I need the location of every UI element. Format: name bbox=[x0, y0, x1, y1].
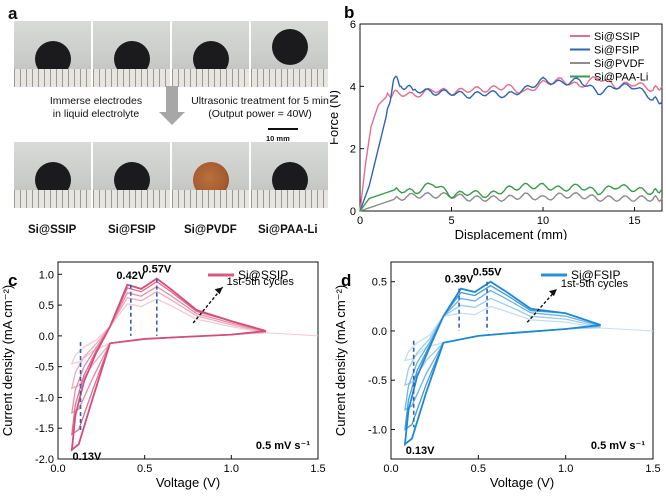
series-line-si-ssip bbox=[359, 76, 663, 212]
y-tick-label: 0.5 bbox=[372, 277, 387, 289]
cv-cycle-3 bbox=[71, 285, 267, 415]
x-tick-label: 0.5 bbox=[471, 463, 486, 475]
x-axis-label: Voltage (V) bbox=[156, 475, 220, 490]
cv-ssip-chart: c 0.0 0.5 1.0 1.5 -2.0 -1.5 -1.0 -0.5 0.0 0.5 1.0 V… bbox=[0, 261, 326, 490]
photo-pvdf-after bbox=[172, 142, 249, 208]
x-tick-label: 0.0 bbox=[50, 463, 65, 475]
y-tick-label: -1.0 bbox=[368, 424, 387, 436]
plot-frame bbox=[390, 261, 654, 460]
cycles-arrow-head bbox=[214, 287, 223, 295]
scale-bar bbox=[268, 128, 298, 130]
y-tick-label: 4 bbox=[350, 81, 356, 93]
y-tick-label: 1.0 bbox=[39, 269, 54, 281]
y-tick-label: 6 bbox=[350, 19, 356, 31]
peak-label: 0.39V bbox=[445, 274, 474, 286]
cycles-arrow bbox=[526, 288, 558, 323]
cv-fsip-chart: d 0.0 0.5 1.0 1.5 -1.0 -0.5 0.0 0.5 Voltage (V) C… bbox=[333, 261, 661, 490]
legend-entry: Si@FSIP bbox=[594, 45, 639, 57]
panel-d-letter: d bbox=[341, 271, 351, 290]
peak-label: 0.42V bbox=[116, 270, 145, 282]
process-arrow bbox=[166, 86, 178, 114]
y-tick-label: 0.0 bbox=[39, 331, 54, 343]
cycles-arrow-head bbox=[548, 289, 557, 297]
y-tick-label: 0.0 bbox=[372, 326, 387, 338]
photo-fsip-before bbox=[93, 21, 170, 87]
note-immerse: Immerse electrodes in liquid electrolyte bbox=[49, 95, 143, 120]
legend-entry: Si@FSIP bbox=[571, 268, 621, 282]
y-axis-label: Force (N) bbox=[330, 90, 341, 145]
force-displacement-chart: b 0 5 10 15 0 2 4 6 Displacement (mm) Force (N) Si… bbox=[330, 3, 663, 240]
cv-cycle-3 bbox=[404, 289, 601, 411]
x-tick-label: 15 bbox=[628, 215, 640, 227]
x-tick-label: 1.5 bbox=[645, 463, 660, 475]
process-arrow-head bbox=[159, 112, 185, 125]
photo-fsip-after bbox=[93, 142, 170, 208]
panel-c-letter: c bbox=[8, 271, 17, 290]
series-line-si-fsip bbox=[359, 75, 663, 212]
x-tick-label: 10 bbox=[537, 215, 549, 227]
label-fsip: Si@FSIP bbox=[108, 224, 156, 236]
photo-ssip-before bbox=[14, 21, 91, 87]
series-line-si-paa-li bbox=[359, 182, 663, 212]
series-line-si-pvdf bbox=[359, 191, 663, 212]
cycles-arrow bbox=[192, 286, 224, 324]
x-tick-label: 0.0 bbox=[383, 463, 398, 475]
scan-rate: 0.5 mV s⁻¹ bbox=[256, 440, 310, 452]
peak-label: 0.55V bbox=[473, 267, 502, 279]
x-axis-label: Displacement (mm) bbox=[455, 227, 568, 240]
x-tick-label: 1.0 bbox=[224, 463, 239, 475]
cv-tail bbox=[600, 327, 654, 332]
legend-entry: Si@SSIP bbox=[238, 268, 288, 282]
low-label: 0.13V bbox=[73, 451, 102, 463]
label-pvdf: Si@PVDF bbox=[184, 224, 237, 236]
y-tick-label: 0 bbox=[350, 206, 356, 218]
peak-label: 0.57V bbox=[142, 264, 171, 276]
photo-paa-after bbox=[251, 142, 328, 208]
photo-ssip-after bbox=[14, 142, 91, 208]
scale-bar-label: 10 mm bbox=[266, 134, 290, 143]
cycles-note: 1st-5th cycles bbox=[227, 276, 295, 288]
x-tick-label: 5 bbox=[448, 215, 454, 227]
x-tick-label: 1.0 bbox=[558, 463, 573, 475]
y-tick-label: 2 bbox=[350, 144, 356, 156]
plot-frame bbox=[359, 23, 663, 212]
note-ultrasonic: Ultrasonic treatment for 5 min (Output p… bbox=[191, 95, 329, 120]
y-axis-label: Current density (mA cm⁻²) bbox=[0, 285, 15, 436]
x-tick-label: 1.5 bbox=[310, 463, 325, 475]
cv-cycle-5 bbox=[403, 280, 601, 447]
y-tick-label: -2.0 bbox=[35, 454, 54, 466]
y-tick-label: -0.5 bbox=[35, 362, 54, 374]
photo-row-before bbox=[14, 21, 328, 87]
label-paa: Si@PAA-Li bbox=[258, 224, 318, 236]
legend-entry: Si@PVDF bbox=[594, 58, 645, 70]
y-tick-label: -1.0 bbox=[35, 392, 54, 404]
cv-tail bbox=[265, 332, 319, 337]
cycles-note: 1st-5th cycles bbox=[561, 278, 629, 290]
plot-frame bbox=[57, 261, 319, 460]
cv-cycle-4 bbox=[404, 284, 601, 431]
photo-pvdf-before bbox=[172, 21, 249, 87]
label-ssip: Si@SSIP bbox=[28, 224, 77, 236]
x-axis-label: Voltage (V) bbox=[490, 475, 554, 490]
x-tick-label: 0 bbox=[357, 215, 363, 227]
panel-a-letter: a bbox=[8, 4, 18, 23]
panel-b-letter: b bbox=[344, 3, 354, 22]
y-tick-label: -1.5 bbox=[35, 423, 54, 435]
low-label: 0.13V bbox=[406, 445, 435, 457]
scan-rate: 0.5 mV s⁻¹ bbox=[591, 440, 645, 452]
legend-entry: Si@SSIP bbox=[594, 31, 640, 43]
cv-cycle-5 bbox=[70, 277, 267, 452]
y-tick-label: -0.5 bbox=[368, 375, 387, 387]
y-tick-label: 0.5 bbox=[39, 300, 54, 312]
cv-cycle-2 bbox=[404, 297, 601, 387]
x-tick-label: 0.5 bbox=[137, 463, 152, 475]
photo-paa-before bbox=[251, 21, 328, 87]
legend-entry: Si@PAA-Li bbox=[594, 72, 648, 84]
photo-row-after bbox=[14, 142, 328, 208]
y-axis-label: Current density (mA cm⁻²) bbox=[333, 285, 348, 436]
